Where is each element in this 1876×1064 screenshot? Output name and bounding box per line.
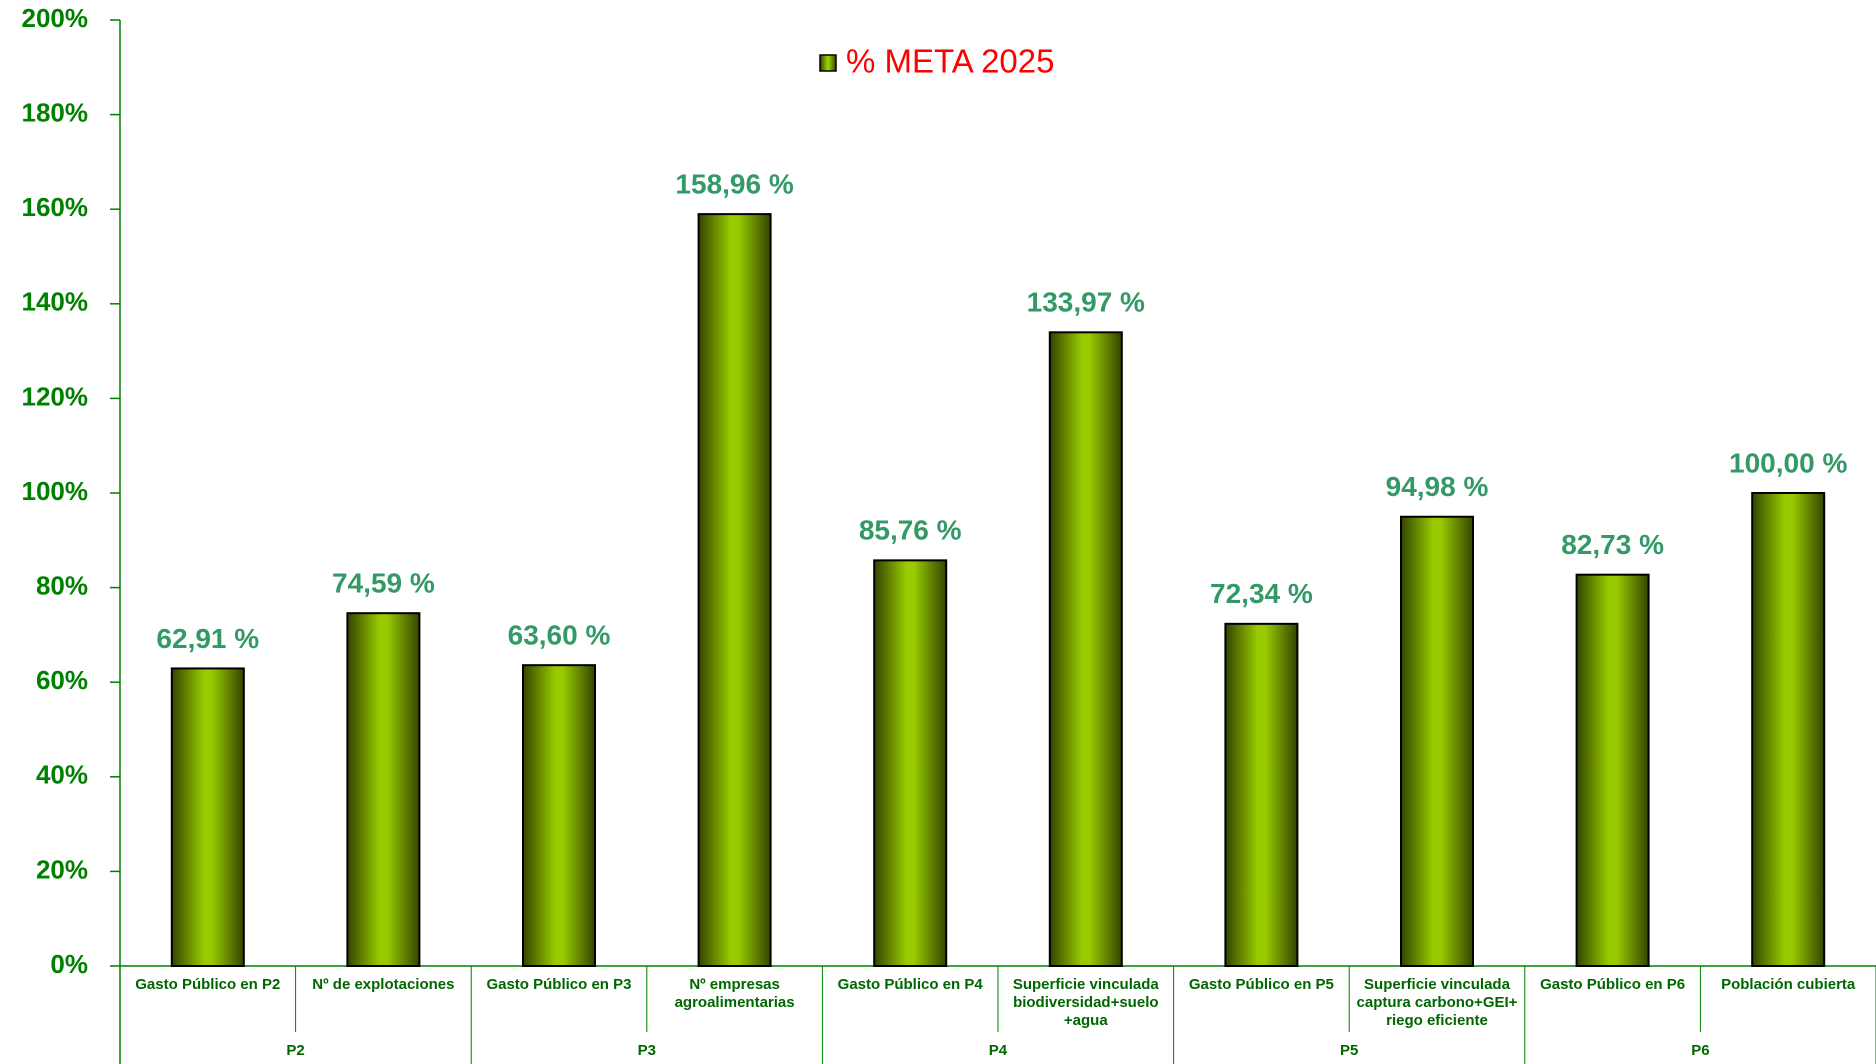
group-label: P4 — [988, 1042, 1008, 1059]
value-label: 100,00 % — [1729, 447, 1847, 478]
group-label: P3 — [637, 1042, 656, 1059]
value-label: 133,97 % — [1027, 287, 1145, 318]
x-tick-label: Gasto Público en P4 — [837, 976, 983, 993]
bar — [1400, 515, 1474, 968]
x-tick-label: Nº empresas agroalimentarias — [674, 976, 795, 1011]
value-label: 158,96 % — [675, 169, 793, 200]
legend-swatch — [819, 54, 837, 72]
bar — [346, 612, 421, 967]
x-tick-label: Gasto Público en P5 — [1188, 976, 1334, 993]
y-tick-label: 160% — [22, 192, 89, 222]
group-label: P6 — [1691, 1042, 1710, 1059]
y-tick-label: 20% — [36, 854, 88, 884]
bar — [522, 664, 596, 967]
value-label: 82,73 % — [1561, 529, 1664, 560]
bar — [1224, 622, 1299, 967]
x-tick-label: Superficie vinculada captura carbono+GEI… — [1356, 976, 1518, 1029]
x-tick-label: Superficie vinculada biodiversidad+suelo… — [1012, 976, 1159, 1029]
bar — [1048, 331, 1123, 967]
y-tick-label: 0% — [50, 949, 88, 979]
y-tick-label: 120% — [22, 381, 89, 411]
group-label: P5 — [1340, 1042, 1359, 1059]
bar — [1575, 573, 1650, 967]
bar — [697, 213, 772, 967]
value-label: 74,59 % — [332, 568, 435, 599]
value-label: 72,34 % — [1210, 578, 1313, 609]
x-tick-label: Nº de explotaciones — [312, 976, 455, 993]
x-tick-label: Gasto Público en P3 — [486, 976, 632, 993]
bar — [170, 667, 245, 968]
value-label: 62,91 % — [156, 623, 259, 654]
value-label: 94,98 % — [1386, 471, 1489, 502]
y-tick-label: 60% — [36, 665, 88, 695]
x-tick-label: Gasto Público en P2 — [135, 976, 281, 993]
y-tick-label: 200% — [22, 3, 89, 33]
y-tick-label: 40% — [36, 760, 88, 790]
x-tick-label: Gasto Público en P6 — [1540, 976, 1686, 993]
legend-label: % META 2025 — [846, 43, 1055, 80]
group-label: P2 — [286, 1042, 305, 1059]
value-label: 85,76 % — [859, 515, 962, 546]
bar — [873, 559, 948, 968]
bar — [1751, 492, 1826, 967]
y-tick-label: 80% — [36, 570, 88, 600]
y-tick-label: 140% — [22, 287, 89, 317]
value-label: 63,60 % — [508, 620, 611, 651]
x-tick-label: Población cubierta — [1721, 976, 1856, 993]
y-tick-label: 100% — [22, 476, 89, 506]
y-tick-label: 180% — [22, 97, 89, 127]
